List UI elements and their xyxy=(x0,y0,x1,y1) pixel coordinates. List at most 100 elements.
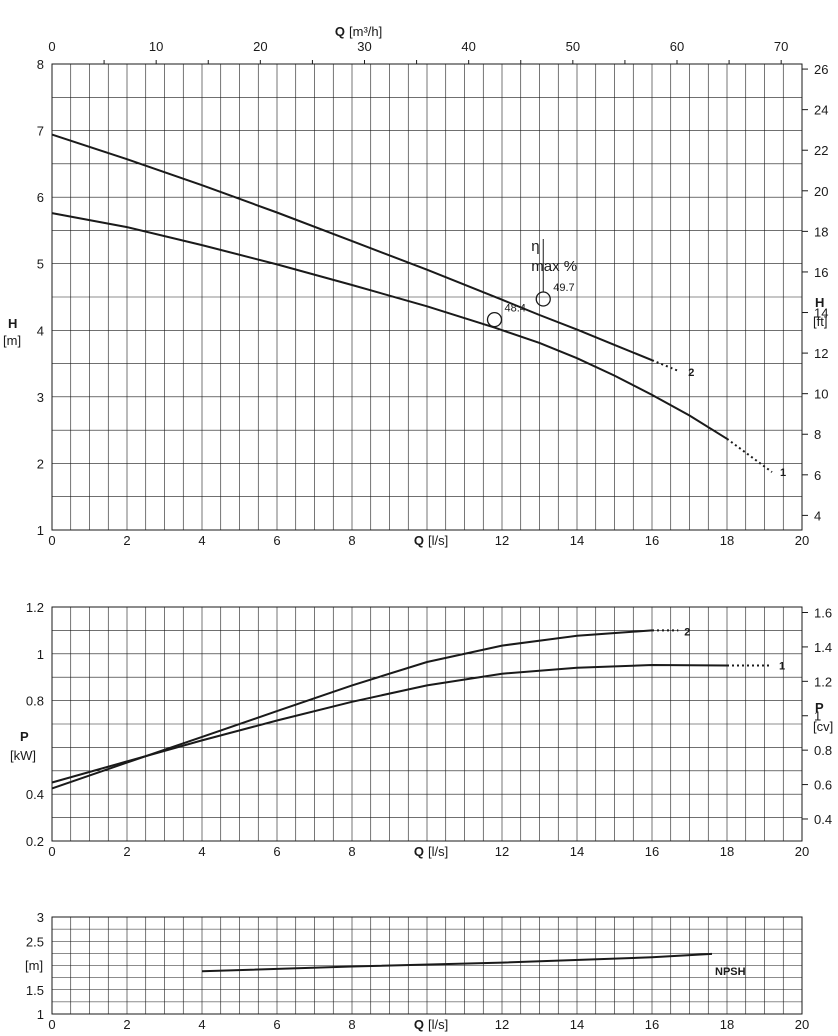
npsh-x-tick-label: 14 xyxy=(570,1017,584,1032)
power-series-label-1: 1 xyxy=(779,661,785,673)
npsh-x-axis-label: Q xyxy=(414,1017,424,1032)
npsh-y-tick-label: 1 xyxy=(37,1007,44,1022)
power-y-axis-unit: [kW] xyxy=(10,748,36,763)
head-top-axis-label: Q xyxy=(335,24,345,39)
head-x-tick-label: 2 xyxy=(123,533,130,548)
power-y2-axis-unit: [cv] xyxy=(813,719,833,734)
head-y2-tick-label: 16 xyxy=(814,265,828,280)
head-y-tick-label: 1 xyxy=(37,523,44,538)
head-panel: 0 10 20 30 40 50 60 70Q [m³/h]0 2 4 6 8 12 14 16 18 20Q [l… xyxy=(3,24,828,548)
power-y2-tick-label: 1.2 xyxy=(814,674,832,689)
head-y2-tick-label: 22 xyxy=(814,143,828,158)
plot-frame xyxy=(51,916,803,1015)
power-x-axis-label: Q xyxy=(414,844,424,859)
head-series-dotted-2 xyxy=(651,359,679,372)
head-x-tick-label: 18 xyxy=(720,533,734,548)
head-x-tick-label: 12 xyxy=(495,533,509,548)
power-x-tick-label: 18 xyxy=(720,844,734,859)
efficiency-max-label: max % xyxy=(531,258,577,275)
head-y-tick-label: 8 xyxy=(37,57,44,72)
npsh-x-tick-label: 2 xyxy=(123,1017,130,1032)
npsh-panel: 0 2 4 6 8 12 14 16 18 20 Q [l/s] 1 1.5 2.5 3 [m] NPSH xyxy=(25,910,809,1032)
head-top-tick-label: 60 xyxy=(670,39,684,54)
head-top-tick-label: 10 xyxy=(149,39,163,54)
head-y2-axis-label: H xyxy=(815,295,824,310)
npsh-y-tick-label: 3 xyxy=(37,910,44,925)
head-y2-tick-label: 12 xyxy=(814,346,828,361)
npsh-y-tick-label: 1.5 xyxy=(26,983,44,998)
power-y-tick-label: 0.8 xyxy=(26,694,44,709)
plot-frame xyxy=(51,63,803,531)
npsh-x-tick-label: 12 xyxy=(495,1017,509,1032)
power-x-axis-unit: [l/s] xyxy=(428,844,448,859)
head-x-axis-label: Q xyxy=(414,533,424,548)
head-y2-tick-label: 26 xyxy=(814,62,828,77)
power-y2-tick-label: 0.6 xyxy=(814,778,832,793)
power-y-tick-label: 1 xyxy=(37,647,44,662)
head-series-line-1 xyxy=(51,212,728,440)
efficiency-value-label: 49.7 xyxy=(553,282,574,294)
head-top-tick-label: 50 xyxy=(566,39,580,54)
grid-lines xyxy=(51,916,803,1015)
power-y2-tick-label: 1 xyxy=(814,709,821,724)
npsh-x-tick-label: 0 xyxy=(48,1017,55,1032)
head-y-tick-label: 6 xyxy=(37,190,44,205)
plot-frame xyxy=(51,606,803,842)
power-x-tick-label: 12 xyxy=(495,844,509,859)
power-x-tick-label: 6 xyxy=(273,844,280,859)
npsh-x-tick-label: 20 xyxy=(795,1017,809,1032)
head-x-tick-label: 4 xyxy=(198,533,205,548)
head-series-line-2 xyxy=(51,133,653,362)
power-y-tick-label: 1.2 xyxy=(26,600,44,615)
power-y2-tick-label: 0.4 xyxy=(814,812,832,827)
head-y2-axis-unit: [ft] xyxy=(813,314,827,329)
head-top-tick-label: 40 xyxy=(461,39,475,54)
head-y-axis-label: H xyxy=(8,316,17,331)
head-x-tick-label: 8 xyxy=(348,533,355,548)
power-y2-axis-label: P xyxy=(815,700,824,715)
power-x-tick-label: 20 xyxy=(795,844,809,859)
head-x-axis-unit: [l/s] xyxy=(428,533,448,548)
power-y2-tick-label: 0.8 xyxy=(814,743,832,758)
grid-lines xyxy=(51,606,803,842)
head-top-axis-unit: [m³/h] xyxy=(349,24,382,39)
npsh-x-tick-label: 6 xyxy=(273,1017,280,1032)
power-y-tick-label: 0.4 xyxy=(26,787,44,802)
npsh-y-axis-unit: [m] xyxy=(25,958,43,973)
head-x-tick-label: 0 xyxy=(48,533,55,548)
efficiency-value-label: 48.4 xyxy=(505,303,526,315)
power-series-label-2: 2 xyxy=(684,626,690,638)
npsh-x-tick-label: 16 xyxy=(645,1017,659,1032)
head-y2-tick-label: 4 xyxy=(814,508,821,523)
npsh-x-tick-label: 18 xyxy=(720,1017,734,1032)
npsh-x-axis-unit: [l/s] xyxy=(428,1017,448,1032)
head-y-tick-label: 5 xyxy=(37,257,44,272)
npsh-x-tick-label: 4 xyxy=(198,1017,205,1032)
npsh-y-tick-label: 2.5 xyxy=(26,934,44,949)
power-x-tick-label: 8 xyxy=(348,844,355,859)
head-y2-tick-label: 24 xyxy=(814,103,828,118)
npsh-x-tick-label: 8 xyxy=(348,1017,355,1032)
power-y-axis-label: P xyxy=(20,729,29,744)
power-y2-tick-label: 1.4 xyxy=(814,640,832,655)
head-y-axis-unit: [m] xyxy=(3,333,21,348)
power-y-tick-label: 0.2 xyxy=(26,834,44,849)
head-x-tick-label: 16 xyxy=(645,533,659,548)
head-top-tick-label: 30 xyxy=(357,39,371,54)
efficiency-marker xyxy=(486,311,503,328)
head-y-tick-label: 2 xyxy=(37,456,44,471)
npsh-series-label: NPSH xyxy=(715,966,746,978)
efficiency-eta-label: η xyxy=(531,238,539,255)
head-top-tick-label: 20 xyxy=(253,39,267,54)
npsh-series-line xyxy=(201,952,713,973)
head-y2-tick-label: 10 xyxy=(814,387,828,402)
efficiency-marker xyxy=(535,291,551,307)
head-y2-tick-label: 14 xyxy=(814,306,828,321)
head-y2-tick-label: 20 xyxy=(814,184,828,199)
power-series-line-2 xyxy=(51,629,653,790)
power-y2-tick-label: 1.6 xyxy=(814,606,832,621)
head-top-tick-label: 70 xyxy=(774,39,788,54)
head-y2-tick-label: 18 xyxy=(814,224,828,239)
head-y2-tick-label: 8 xyxy=(814,427,821,442)
